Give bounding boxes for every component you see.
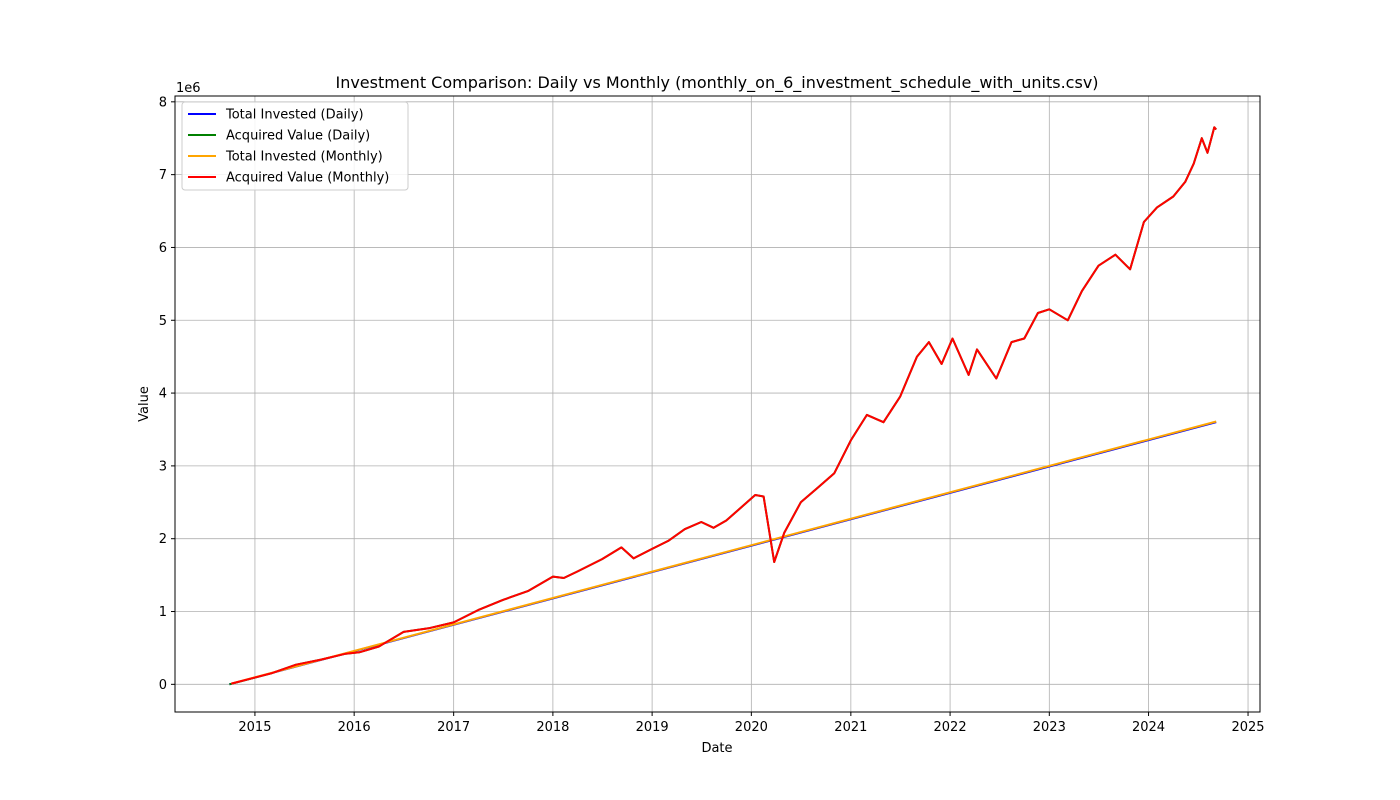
x-tick-label: 2023 — [1033, 720, 1066, 735]
y-tick-label: 6 — [159, 241, 167, 256]
y-tick-label: 3 — [159, 459, 167, 474]
legend-entry: Acquired Value (Monthly) — [226, 171, 389, 186]
x-tick-label: 2016 — [338, 720, 371, 735]
x-axis-ticks: 2015 2016 2017 2018 2019 2020 2021 2022 2023 2024… — [238, 712, 1265, 735]
series-line-2 — [231, 420, 1217, 685]
x-axis-label: Date — [701, 741, 732, 756]
grid-lines — [175, 96, 1260, 712]
y-tick-label: 1 — [159, 605, 167, 620]
x-tick-label: 2021 — [834, 720, 867, 735]
x-tick-label: 2025 — [1231, 720, 1264, 735]
legend-box — [181, 101, 409, 191]
plot-area-frame — [174, 95, 1261, 713]
x-tick-label: 2020 — [735, 720, 768, 735]
y-axis-ticks: 0 1 2 3 4 5 6 7 8 — [159, 95, 175, 693]
series-line-1 — [229, 126, 1217, 686]
y-tick-label: 0 — [159, 678, 167, 693]
y-tick-label: 4 — [159, 387, 167, 402]
series-line-3 — [231, 126, 1217, 685]
x-tick-label: 2019 — [636, 720, 669, 735]
legend-entry: Total Invested (Daily) — [225, 108, 364, 123]
y-tick-label: 5 — [159, 314, 167, 329]
y-tick-label: 7 — [159, 168, 167, 183]
chart-title: Investment Comparison: Daily vs Monthly … — [335, 73, 1098, 93]
y-tick-label: 8 — [159, 95, 167, 110]
legend-entry: Acquired Value (Daily) — [226, 129, 370, 144]
x-tick-label: 2015 — [238, 720, 271, 735]
legend-entry: Total Invested (Monthly) — [225, 150, 383, 165]
x-tick-label: 2018 — [536, 720, 569, 735]
y-axis-label: Value — [137, 386, 152, 422]
series-lines — [229, 126, 1217, 686]
y-axis-offset-label: 1e6 — [176, 81, 201, 96]
x-tick-label: 2024 — [1132, 720, 1165, 735]
legend: Total Invested (Daily) Acquired Value (Da… — [181, 101, 409, 191]
x-tick-label: 2017 — [437, 720, 470, 735]
y-tick-label: 2 — [159, 532, 167, 547]
x-tick-label: 2022 — [934, 720, 967, 735]
